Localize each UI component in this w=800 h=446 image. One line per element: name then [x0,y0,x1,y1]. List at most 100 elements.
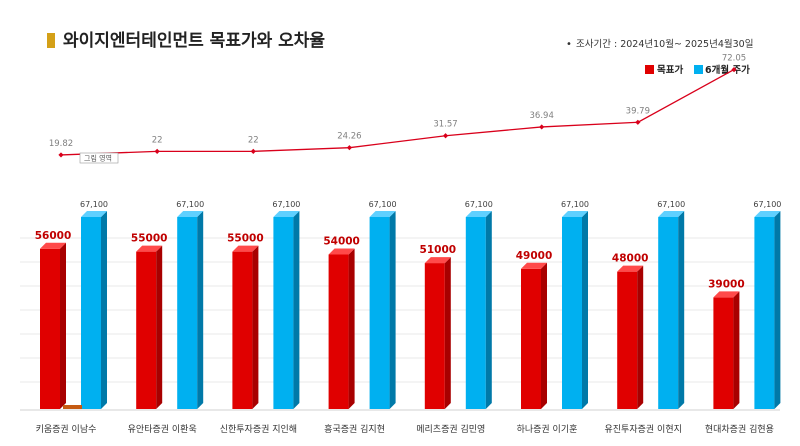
target-price-bar-value-label: 55000 [131,233,168,245]
price-bar-value-label: 67,100 [465,200,493,209]
target-price-bar: 51000 [420,244,457,409]
price-bar-value-label: 67,100 [272,200,300,209]
price-bar-side [774,211,781,409]
chart-title: 와이지엔터테인먼트 목표가와 오차율 [63,31,325,51]
survey-period: 조사기간 : 2024년10월~ 2025년4월30일 [576,38,753,50]
price-bar-value-label: 67,100 [176,200,204,209]
target-price-bar-side [637,265,644,409]
x-tick-label: 유진투자증권 이현지 [605,423,682,435]
target-price-bar-value-label: 56000 [35,230,72,242]
legend-price-label: 6개월 주가 [705,64,750,76]
target-price-bar-value-label: 48000 [612,253,649,265]
legend-target-swatch [645,65,654,74]
target-price-bar-front [617,271,638,409]
error-rate-point [154,148,160,154]
target-price-bar-value-label: 39000 [708,278,745,290]
price-bar-value-label: 67,100 [657,200,685,209]
error-rate-label: 24.26 [337,132,361,142]
x-tick-label: 키움증권 이남수 [36,423,97,435]
target-price-bar: 55000 [227,233,264,409]
error-rate-polyline [60,69,735,156]
target-price-bar-front [136,251,157,409]
price-bar-top [369,211,396,217]
small-orange-marker [63,405,82,409]
price-bar-side [101,211,107,409]
target-price-bar-top [424,257,451,264]
price-bar-side [293,211,300,409]
target-price-bar: 56000 [35,230,72,409]
legend-price-swatch [694,65,703,74]
price-bar-front [369,217,390,409]
price-bar-front [754,217,775,409]
price-bar-value-label: 67,100 [753,200,781,209]
target-price-bar-side [348,248,355,409]
target-price-bar-top [617,265,644,272]
error-rate-point [635,119,641,125]
price-bar-top [465,211,492,217]
target-price-bar-value-label: 55000 [227,233,264,245]
target-price-bar-top [136,245,163,252]
price-bar-top [177,211,204,217]
price-bar: 67,100 [176,200,204,409]
target-price-bar-value-label: 49000 [516,250,553,262]
plot-area-tooltip: 그림 영역 [79,152,119,164]
target-price-bar: 54000 [323,235,360,409]
price-bar: 67,100 [272,200,300,409]
legend: 목표가 6개월 주가 [645,64,750,76]
price-bar-front [465,217,486,409]
price-bar-value-label: 67,100 [561,200,589,209]
price-bar-front [177,217,198,409]
price-bar-top [658,211,685,217]
price-bar: 67,100 [369,200,397,409]
price-bar-top [81,211,107,217]
error-rate-point [442,133,449,139]
target-price-bar: 48000 [612,253,649,409]
target-price-bar: 39000 [708,278,745,409]
price-bar-side [485,211,492,409]
error-rate-point [250,148,256,154]
tooltip-box [79,152,119,164]
target-price-bar-value-label: 54000 [323,235,360,247]
price-bar-front [658,217,679,409]
target-price-bar-top [521,262,547,269]
price-bar: 67,100 [753,200,781,409]
price-bar-top [562,211,588,217]
price-bar-side [582,211,588,409]
price-bar-side [197,211,204,409]
target-price-bar-side [156,245,163,409]
period-bullet: • [566,39,572,50]
error-rate-line: 19.82 22 22 24.26 31.57 36.94 39.79 72.05 [49,54,746,158]
target-price-bar-front [424,263,445,409]
error-rate-point [346,145,353,151]
legend-target-label: 목표가 [657,64,683,76]
target-price-bar-value-label: 51000 [420,244,457,256]
target-price-bar: 55000 [131,233,168,409]
target-price-bar-side [733,291,740,409]
target-price-bar-side [252,245,259,409]
price-bar-side [389,211,396,409]
price-bar: 67,100 [465,200,493,409]
price-bar-front [273,217,294,409]
error-rate-label: 22 [248,135,259,145]
error-rate-point [539,124,545,130]
target-price-bar-front [713,297,734,409]
target-price-bar-front [521,268,541,409]
target-price-bar-side [60,242,66,409]
target-price-bar-side [444,257,451,409]
error-rate-label: 31.57 [433,120,457,130]
error-rate-label: 22 [152,135,163,145]
price-bar-front [562,217,582,409]
error-rate-label: 19.82 [49,139,73,149]
price-bar: 67,100 [80,200,108,409]
error-rate-label: 72.05 [722,54,746,64]
price-bar-front [81,217,101,409]
price-bar-top [273,211,300,217]
tooltip-label: 그림 영역 [84,154,112,163]
target-price-bar: 49000 [516,250,553,409]
target-price-bar-side [541,262,547,409]
x-tick-label: 하나증권 이기훈 [517,423,578,435]
error-rate-label: 39.79 [626,106,650,116]
x-tick-label: 현대차증권 김현용 [705,423,774,435]
target-price-bar-front [40,248,60,409]
